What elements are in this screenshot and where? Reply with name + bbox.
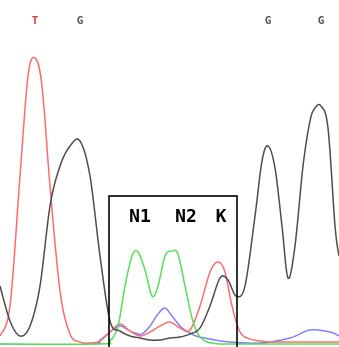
base-call-label: G (318, 14, 325, 27)
box-label: N1 (129, 206, 151, 227)
base-call-label: G (265, 14, 272, 27)
trace-line-3 (0, 307, 339, 346)
trace-line-2 (0, 249, 339, 345)
base-call-label: T (32, 14, 39, 27)
trace-line-0 (0, 56, 339, 344)
highlight-box (108, 195, 238, 347)
base-call-label: G (77, 14, 84, 27)
highlight-region: N1 N2 K (108, 195, 238, 347)
box-label: K (216, 206, 227, 227)
box-label: N2 (175, 206, 197, 227)
trace-layer (0, 56, 339, 346)
trace-line-1 (0, 103, 339, 341)
